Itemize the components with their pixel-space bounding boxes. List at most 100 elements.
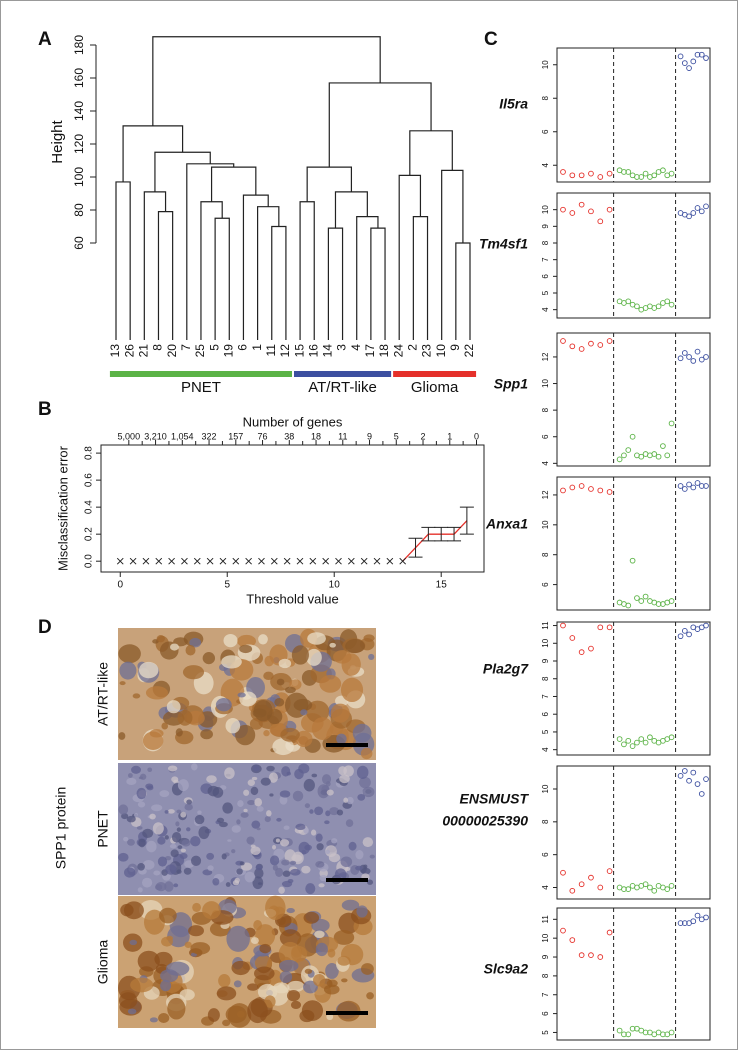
cell bbox=[186, 799, 193, 805]
point bbox=[606, 489, 613, 495]
cell bbox=[184, 803, 193, 811]
plot-frame bbox=[556, 765, 711, 900]
cell bbox=[339, 774, 350, 784]
point bbox=[655, 303, 662, 310]
error-bar bbox=[459, 506, 474, 535]
cell bbox=[202, 869, 213, 876]
point bbox=[621, 886, 627, 892]
cell bbox=[280, 727, 300, 742]
cell bbox=[250, 786, 259, 796]
panel-label: C bbox=[484, 29, 498, 50]
y-tick-label: 6 bbox=[541, 852, 550, 857]
gene-label: ENSMUST bbox=[460, 791, 530, 807]
cell bbox=[291, 946, 308, 962]
cell bbox=[279, 795, 288, 805]
point bbox=[690, 918, 697, 925]
cell bbox=[272, 844, 277, 850]
y-tick-label: 6 bbox=[541, 711, 550, 716]
cell bbox=[151, 804, 163, 812]
cell bbox=[247, 799, 256, 806]
cell bbox=[292, 851, 304, 865]
point bbox=[638, 736, 645, 742]
point bbox=[638, 598, 645, 604]
point bbox=[606, 170, 613, 177]
cell bbox=[159, 790, 170, 798]
cell bbox=[362, 837, 374, 848]
point bbox=[690, 58, 697, 65]
plot-frame bbox=[556, 332, 711, 467]
cell bbox=[362, 786, 375, 798]
point bbox=[621, 1031, 627, 1038]
cell bbox=[345, 819, 354, 828]
top-tick-label: 322 bbox=[202, 431, 217, 441]
cell bbox=[182, 665, 205, 680]
y-tick-label: 4 bbox=[541, 885, 550, 890]
cell bbox=[138, 661, 159, 679]
cell bbox=[360, 747, 373, 760]
cell bbox=[149, 729, 164, 738]
y-tick-label: 6 bbox=[541, 1011, 550, 1016]
y-tick-label: 0.8 bbox=[84, 446, 95, 460]
x-marker bbox=[245, 557, 252, 565]
gene-label: Tm4sf1 bbox=[479, 236, 528, 252]
leaf-label: 8 bbox=[151, 344, 165, 351]
cell bbox=[352, 723, 372, 743]
cell bbox=[345, 866, 351, 871]
cell bbox=[180, 848, 187, 853]
cell bbox=[366, 992, 374, 1000]
point bbox=[668, 883, 675, 889]
cell bbox=[257, 983, 278, 1000]
cell bbox=[305, 883, 316, 895]
cell bbox=[158, 1013, 170, 1023]
cell bbox=[286, 908, 295, 914]
point bbox=[588, 208, 594, 215]
cell bbox=[255, 924, 276, 947]
cell bbox=[302, 980, 318, 994]
point bbox=[606, 206, 613, 213]
point bbox=[629, 1025, 636, 1032]
x-marker bbox=[168, 557, 175, 565]
point bbox=[703, 55, 709, 61]
cell bbox=[247, 779, 255, 786]
gene-label: 00000025390 bbox=[442, 813, 528, 829]
cell bbox=[179, 852, 188, 859]
gene-label: Spp1 bbox=[494, 376, 528, 392]
point bbox=[625, 169, 632, 175]
cell bbox=[343, 765, 354, 777]
point bbox=[664, 886, 671, 892]
point bbox=[606, 868, 613, 874]
cell bbox=[316, 843, 324, 851]
cell bbox=[137, 863, 145, 871]
y-tick-label: 10 bbox=[541, 520, 550, 529]
cell bbox=[260, 777, 271, 786]
cell bbox=[164, 835, 169, 840]
error-line bbox=[402, 520, 468, 562]
point bbox=[698, 791, 705, 797]
cell bbox=[301, 1000, 324, 1021]
cell bbox=[132, 693, 141, 699]
cell bbox=[237, 634, 256, 648]
leaf-label: 20 bbox=[165, 344, 179, 358]
y-tick-label: 5 bbox=[541, 729, 550, 734]
cell bbox=[166, 935, 174, 941]
cell bbox=[146, 840, 157, 853]
cell bbox=[275, 867, 284, 877]
y-tick-label: 5 bbox=[541, 1030, 550, 1035]
point bbox=[698, 51, 705, 58]
top-tick-label: 38 bbox=[284, 431, 294, 441]
cell bbox=[190, 855, 202, 867]
point bbox=[655, 453, 662, 460]
cell bbox=[326, 789, 334, 796]
point bbox=[698, 356, 705, 363]
cell bbox=[303, 911, 320, 924]
leaf-label: 7 bbox=[179, 344, 193, 351]
point bbox=[660, 443, 666, 449]
cell bbox=[127, 1008, 137, 1015]
panel-label: A bbox=[38, 29, 52, 50]
x-marker bbox=[258, 557, 265, 565]
leaf-label: 5 bbox=[207, 344, 221, 351]
cell bbox=[254, 867, 264, 879]
cell bbox=[254, 955, 273, 971]
point bbox=[629, 433, 636, 440]
point bbox=[634, 739, 640, 746]
